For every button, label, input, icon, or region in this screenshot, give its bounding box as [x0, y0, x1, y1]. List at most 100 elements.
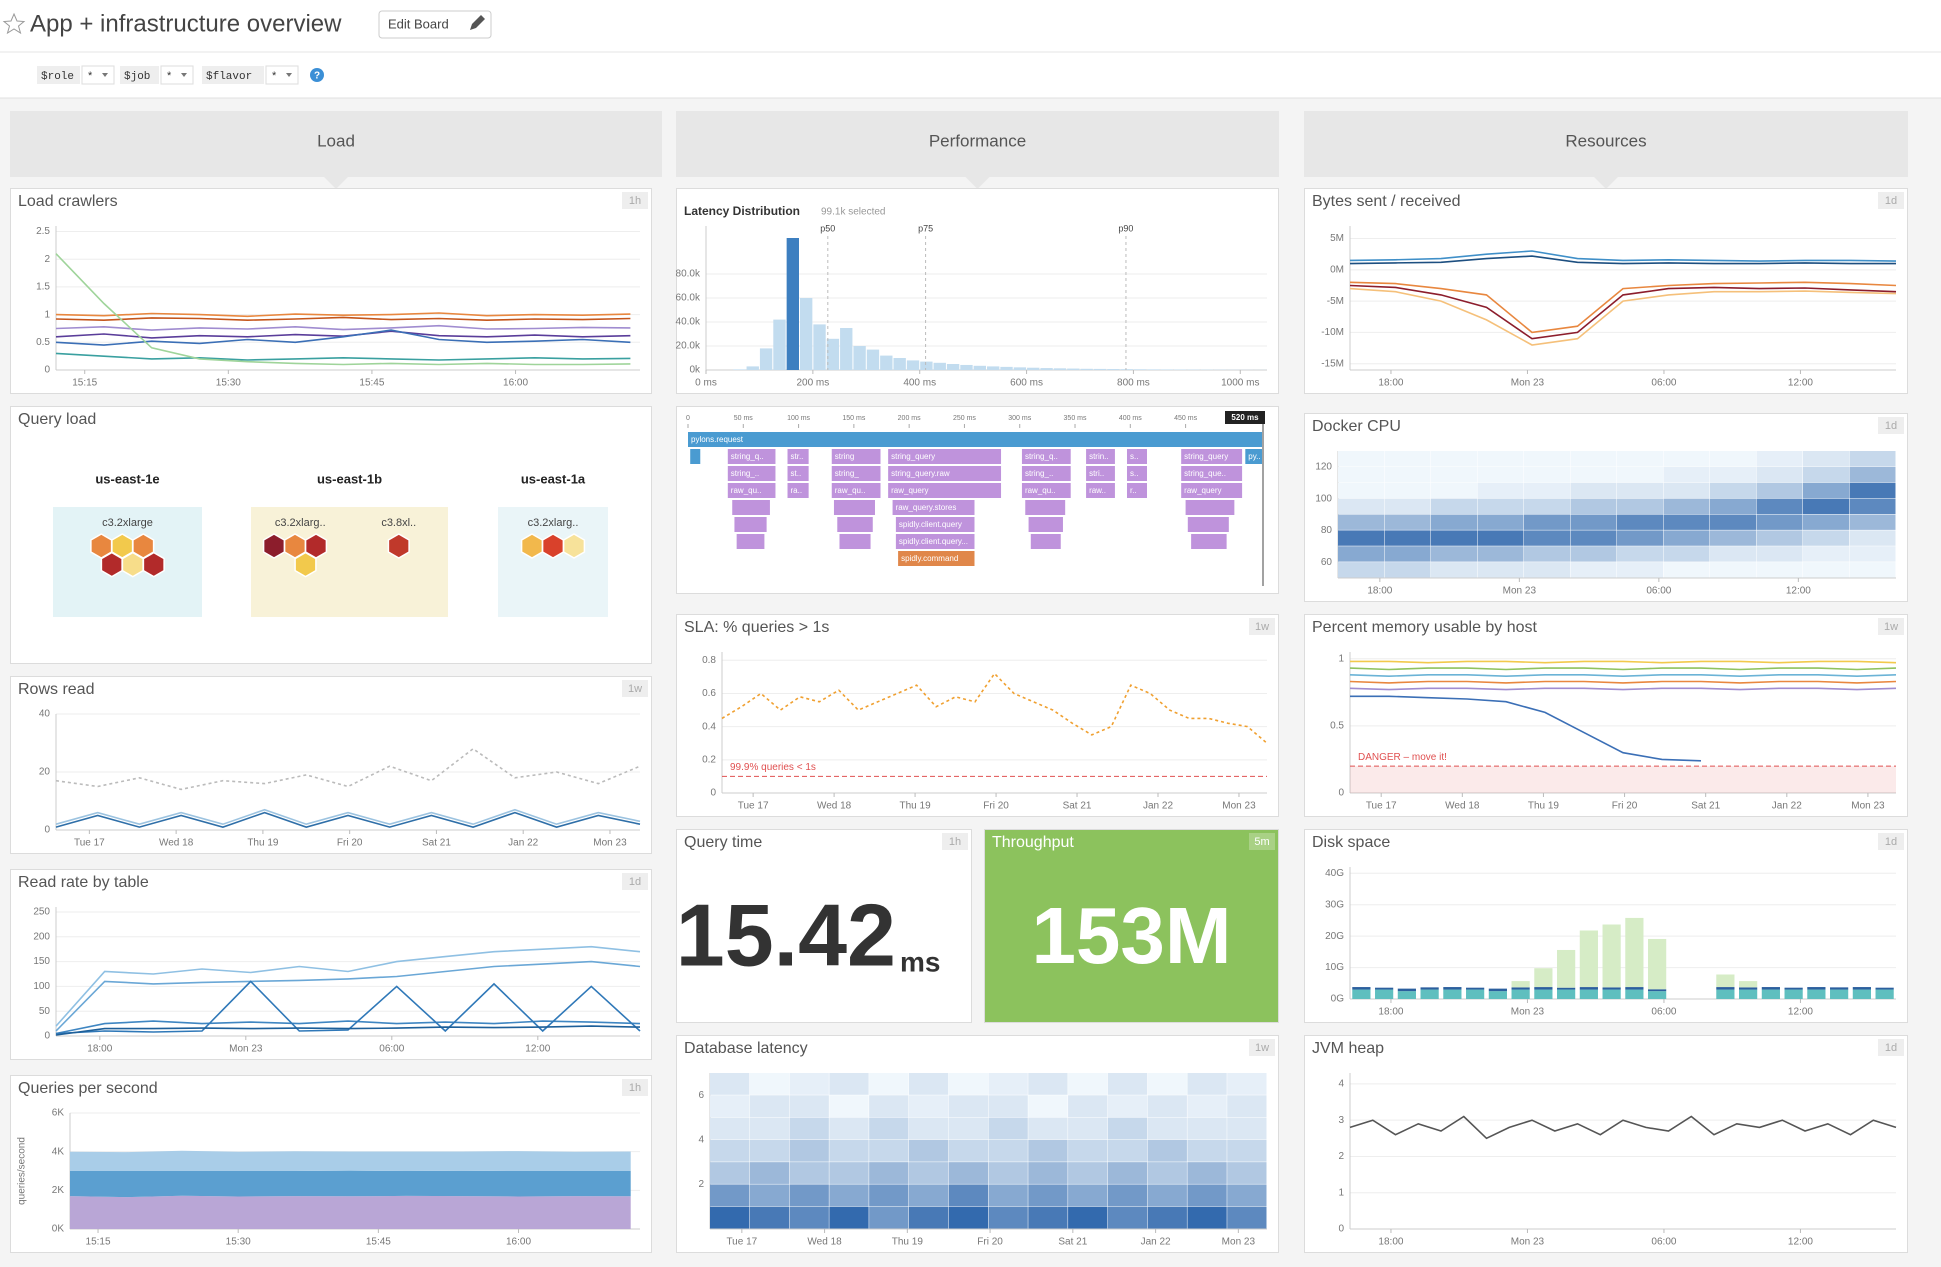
bar [1602, 924, 1621, 988]
group-box [251, 507, 448, 617]
heatmap-cell [1431, 482, 1477, 499]
widget-title: Bytes sent / received [1312, 193, 1461, 210]
span [1086, 466, 1115, 481]
heatmap-cell [749, 1162, 790, 1184]
series-line [1349, 255, 1896, 265]
heatmap-cell [1570, 451, 1617, 467]
heatmap-cell [829, 1073, 869, 1095]
x-tick-label: Thu 19 [247, 838, 279, 849]
big-value: 153M [1031, 891, 1231, 980]
x-tick-label: 12:00 [1788, 1007, 1813, 1018]
y-tick-label: 40 [39, 709, 51, 720]
heatmap-cell [1524, 546, 1570, 562]
span [1086, 483, 1115, 498]
heatmap-cell [948, 1117, 988, 1140]
span [1021, 466, 1071, 481]
stacked-area [70, 1170, 631, 1198]
x-tick-label: 450 ms [1174, 415, 1197, 422]
y-tick-label: 80 [1321, 525, 1333, 536]
bar [1807, 987, 1826, 990]
x-tick-label: Mon 23 [1222, 801, 1256, 812]
host-type: c3.2xlarg.. [528, 517, 579, 529]
x-tick-label: Jan 22 [508, 838, 538, 849]
star-icon[interactable] [2, 12, 26, 35]
heatmap-cell [988, 1184, 1028, 1207]
heatmap-cell [710, 1206, 750, 1229]
histogram-bar [733, 369, 746, 370]
x-tick-label: 150 ms [842, 415, 865, 422]
y-tick-label: 0.5 [1330, 720, 1344, 731]
span [1126, 466, 1147, 481]
heatmap-cell [1710, 482, 1756, 499]
bar [1852, 987, 1871, 990]
host-hexagon [562, 533, 586, 559]
heatmap-cell [1570, 546, 1617, 562]
heatmap-cell [988, 1206, 1028, 1229]
x-tick-label: 18:00 [1378, 1237, 1403, 1248]
x-tick-label: Wed 18 [159, 838, 194, 849]
widget-title: Disk space [1312, 834, 1390, 851]
span [1126, 483, 1147, 498]
heatmap-cell [829, 1206, 869, 1229]
y-tick-label: 1 [44, 309, 50, 320]
span [1245, 449, 1262, 464]
y-tick-label: 10G [1325, 962, 1344, 973]
widget-title: Queries per second [18, 1080, 158, 1097]
timeframe-badge [622, 873, 648, 890]
timeframe-label: 1h [949, 836, 961, 848]
span [787, 483, 809, 498]
host-hexagon [294, 551, 317, 578]
heatmap-cell [1384, 451, 1431, 467]
host-type: c3.2xlarge [102, 517, 153, 529]
heatmap-cell [1617, 451, 1663, 467]
heatmap-cell [869, 1162, 909, 1184]
bar [1420, 987, 1439, 990]
x-tick-label: 12:00 [525, 1044, 550, 1055]
histogram-bar [1160, 369, 1173, 370]
heatmap-cell [1338, 482, 1384, 499]
heatmap-cell [1663, 530, 1710, 546]
variable-dropdown[interactable] [160, 65, 194, 85]
bar [1466, 989, 1485, 999]
widget-frame [984, 829, 1279, 1023]
y-tick-label: 40G [1325, 868, 1344, 879]
heatmap-cell [1187, 1162, 1227, 1184]
series-line [55, 811, 641, 828]
histogram-bar [1147, 369, 1160, 370]
heatmap-cell [1384, 466, 1431, 483]
y-tick-label: 0G [1331, 994, 1345, 1005]
x-tick-label: Jan 22 [1141, 1237, 1171, 1248]
y-tick-label: 2K [52, 1185, 65, 1196]
span-label: string_que.. [1184, 469, 1226, 478]
variable-dropdown[interactable] [81, 65, 115, 85]
span [837, 517, 873, 532]
help-icon[interactable] [310, 68, 324, 82]
y-tick-label: 0M [1330, 264, 1344, 275]
timeframe-badge [1878, 833, 1904, 850]
timeframe-badge [1878, 618, 1904, 635]
y-tick-label: 4K [52, 1146, 65, 1157]
span [1086, 449, 1115, 464]
span-label: raw.. [1089, 486, 1106, 495]
heatmap-cell [1068, 1139, 1108, 1162]
heatmap-cell [789, 1073, 829, 1095]
section-notch [1594, 177, 1618, 189]
bar [1579, 987, 1598, 990]
pencil-icon [470, 15, 485, 30]
edit-board-button[interactable] [378, 10, 492, 39]
variable-dropdown[interactable] [265, 65, 299, 85]
series-line [55, 352, 631, 361]
heatmap-cell [1227, 1184, 1267, 1207]
x-tick-label: Fri 20 [337, 838, 363, 849]
heatmap-cell [1338, 546, 1384, 562]
x-tick-label: 06:00 [1651, 378, 1676, 389]
host-hexagon [262, 533, 286, 559]
histogram-bar [933, 362, 946, 370]
widget: Rows read 1w 0 20 40 Tue 17 Wed 18 Thu 19 Fri 20… [10, 676, 652, 854]
x-tick-label: Thu 19 [900, 801, 932, 812]
variable-value: * [272, 70, 277, 82]
widget-frame [1304, 614, 1908, 817]
x-tick-label: 15:15 [86, 1237, 111, 1248]
heatmap-cell [1803, 451, 1849, 467]
big-value: 15.42 [676, 885, 896, 984]
